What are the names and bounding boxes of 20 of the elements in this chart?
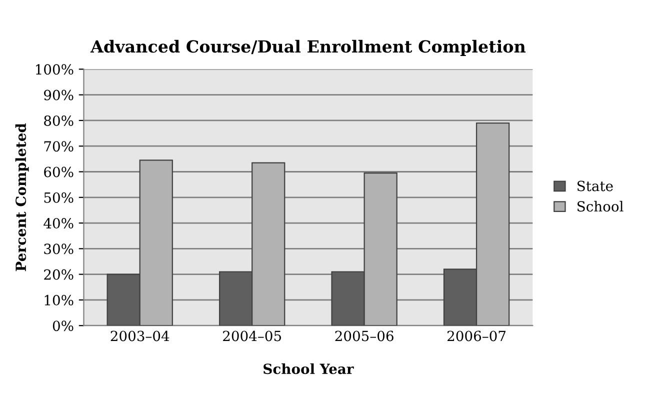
y-axis-title: Percent Completed: [15, 123, 29, 272]
x-axis-title: School Year: [264, 363, 354, 374]
y-tick-label: 100%: [36, 64, 74, 75]
y-tick-label: 40%: [44, 218, 74, 229]
y-tick-label: 80%: [44, 115, 74, 126]
y-tick-label: 60%: [44, 166, 74, 178]
chart-title: Advanced Course/Dual Enrollment Completion: [90, 40, 526, 56]
y-tick-label: 10%: [44, 294, 74, 306]
y-tick-label: 90%: [44, 90, 74, 100]
y-tick-label: 70%: [44, 141, 74, 152]
y-tick-label: 50%: [44, 192, 74, 203]
y-tick-label: 30%: [44, 244, 74, 254]
x-tick-label: 2006–07: [447, 330, 506, 342]
x-tick-label: 2004–05: [223, 330, 281, 342]
y-tick-label: 20%: [44, 269, 74, 280]
x-tick-label: 2003–04: [110, 330, 170, 342]
legend-label: State: [578, 180, 613, 192]
x-tick-label: 2005–06: [335, 330, 394, 342]
y-tick-label: 0%: [52, 320, 74, 332]
legend-label: School: [578, 200, 624, 212]
